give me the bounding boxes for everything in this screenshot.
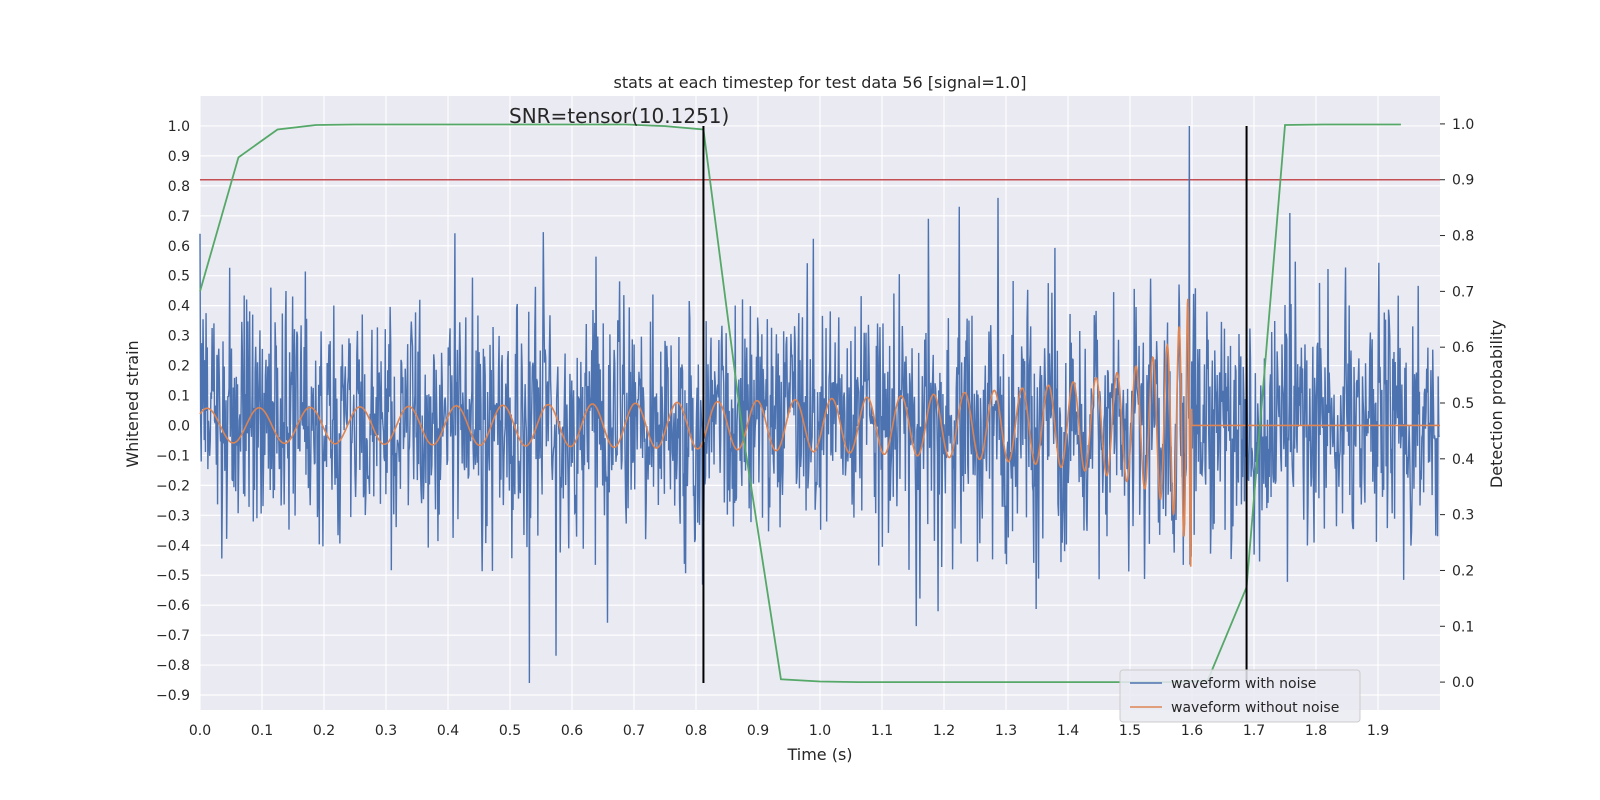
x-tick-label: 0.4 — [437, 723, 459, 739]
legend-box — [1119, 669, 1361, 723]
y-right-tick-label: 1.0 — [1452, 117, 1474, 133]
y-left-tick-label: 0.3 — [168, 329, 190, 345]
x-tick-label: 1.5 — [1119, 723, 1141, 739]
y-left-tick-label: −0.8 — [156, 658, 190, 674]
y-left-tick-label: 1.0 — [168, 119, 190, 135]
x-tick-label: 1.4 — [1057, 723, 1079, 739]
legend-label-noisy: waveform with noise — [1171, 676, 1316, 692]
y-right-tick-label: 0.2 — [1452, 563, 1474, 579]
x-tick-label: 0.3 — [375, 723, 397, 739]
x-tick-label: 0.1 — [251, 723, 273, 739]
legend: waveform with noise waveform without noi… — [1119, 669, 1361, 723]
y-right-tick-label: 0.4 — [1452, 452, 1474, 468]
x-tick-label: 1.0 — [809, 723, 831, 739]
legend-label-clean: waveform without noise — [1171, 700, 1339, 716]
y-left-tick-label: 0.8 — [168, 179, 190, 195]
y-right-tick-label: 0.8 — [1452, 229, 1474, 245]
y-left-tick-label: −0.3 — [156, 508, 190, 524]
x-tick-label: 0.8 — [685, 723, 707, 739]
snr-annotation: SNR=tensor(10.1251) — [509, 104, 729, 128]
y-left-tick-labels: 1.0 0.9 0.8 0.7 0.6 0.5 0.4 0.3 0.2 0.1 0.0 −0.1 −0.… — [156, 119, 190, 704]
y-left-tick-label: −0.5 — [156, 568, 190, 584]
y-right-tick-label: 0.5 — [1452, 396, 1474, 412]
x-tick-label: 1.7 — [1243, 723, 1265, 739]
x-tick-label: 1.6 — [1181, 723, 1203, 739]
y-right-tick-label: 0.7 — [1452, 284, 1474, 300]
y-left-tick-label: −0.2 — [156, 478, 190, 494]
clean-waveform-line — [199, 298, 1440, 567]
y-left-tick-label: 0.2 — [168, 359, 190, 375]
x-tick-label: 0.5 — [499, 723, 521, 739]
y-right-tick-label: 0.9 — [1452, 173, 1474, 189]
y-axis-label-right: Detection probability — [1487, 320, 1506, 488]
y-left-tick-label: 0.7 — [168, 209, 190, 225]
chart-title: stats at each timestep for test data 56 … — [614, 73, 1027, 92]
x-tick-label: 0.0 — [189, 723, 211, 739]
y-left-tick-label: 0.0 — [168, 418, 190, 434]
y-left-tick-label: −0.6 — [156, 598, 190, 614]
clean-waveform-layer — [199, 298, 1440, 567]
y-right-tick-labels: 1.0 0.9 0.8 0.7 0.6 0.5 0.4 0.3 0.2 0.1 0.0 — [1440, 117, 1474, 691]
x-tick-label: 1.1 — [871, 723, 893, 739]
x-tick-label: 0.6 — [561, 723, 583, 739]
x-tick-label: 0.9 — [747, 723, 769, 739]
y-left-tick-label: 0.5 — [168, 269, 190, 285]
y-left-tick-label: 0.6 — [168, 239, 190, 255]
y-left-tick-label: 0.4 — [168, 299, 190, 315]
x-tick-labels: 0.0 0.1 0.2 0.3 0.4 0.5 0.6 0.7 0.8 0.9 1.0 1.1 1.2 1… — [189, 723, 1389, 739]
event-lines-layer — [702, 125, 1248, 684]
y-left-tick-label: −0.4 — [156, 538, 190, 554]
y-right-tick-label: 0.3 — [1452, 508, 1474, 524]
y-right-tick-label: 0.6 — [1452, 340, 1474, 356]
y-left-tick-label: 0.1 — [168, 389, 190, 405]
y-left-tick-label: −0.9 — [156, 688, 190, 704]
y-left-tick-label: −0.7 — [156, 628, 190, 644]
x-tick-label: 1.8 — [1305, 723, 1327, 739]
x-tick-label: 1.3 — [995, 723, 1017, 739]
y-right-tick-label: 0.1 — [1452, 619, 1474, 635]
x-tick-label: 1.9 — [1367, 723, 1389, 739]
x-axis-label: Time (s) — [786, 745, 852, 764]
x-tick-label: 0.7 — [623, 723, 645, 739]
x-tick-label: 1.2 — [933, 723, 955, 739]
y-left-tick-label: −0.1 — [156, 448, 190, 464]
y-axis-label-left: Whitened strain — [123, 340, 142, 467]
x-tick-label: 0.2 — [313, 723, 335, 739]
y-right-tick-label: 0.0 — [1452, 675, 1474, 691]
y-left-tick-label: 0.9 — [168, 149, 190, 165]
